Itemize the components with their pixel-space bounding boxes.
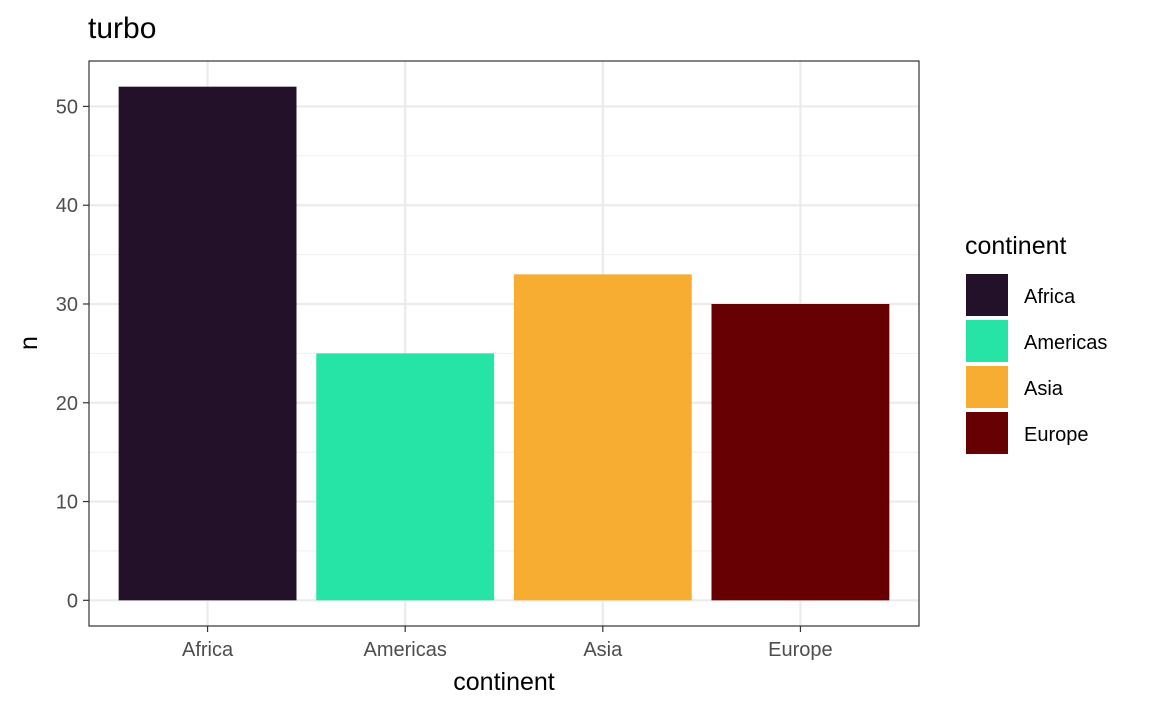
legend-key-americas bbox=[966, 320, 1008, 362]
x-tick-label: Africa bbox=[182, 639, 234, 661]
legend-title: continent bbox=[965, 232, 1067, 260]
x-axis-title: continent bbox=[453, 668, 555, 696]
legend-items: Africa Americas Asia Europe bbox=[966, 274, 1107, 454]
legend-label: Americas bbox=[1024, 332, 1107, 354]
y-tick-label: 0 bbox=[67, 590, 78, 612]
y-tick-label: 10 bbox=[56, 492, 78, 514]
bar-americas bbox=[316, 353, 495, 601]
legend-key-asia bbox=[966, 366, 1008, 408]
x-axis: Africa Americas Asia Europe bbox=[182, 626, 833, 661]
x-tick-label: Asia bbox=[583, 639, 623, 661]
y-tick-label: 20 bbox=[56, 393, 78, 415]
y-tick-label: 30 bbox=[56, 294, 78, 316]
x-tick-label: Americas bbox=[364, 639, 447, 661]
y-axis-title: n bbox=[15, 336, 43, 350]
legend-label: Europe bbox=[1024, 424, 1089, 446]
legend-label: Asia bbox=[1024, 378, 1064, 400]
x-tick-label: Europe bbox=[768, 639, 833, 661]
y-axis: 0 10 20 30 40 50 bbox=[56, 96, 89, 612]
legend-key-africa bbox=[966, 274, 1008, 316]
legend: continent Africa Americas Asia Europe bbox=[965, 232, 1107, 454]
bar-europe bbox=[711, 303, 890, 601]
bar-africa bbox=[118, 86, 297, 601]
y-tick-label: 50 bbox=[56, 96, 78, 118]
panel-border bbox=[88, 60, 920, 627]
legend-key-europe bbox=[966, 412, 1008, 454]
chart-title: turbo bbox=[88, 12, 156, 45]
bars bbox=[118, 86, 890, 601]
bar-asia bbox=[513, 274, 692, 601]
y-tick-label: 40 bbox=[56, 195, 78, 217]
legend-label: Africa bbox=[1024, 286, 1076, 308]
plot-panel bbox=[88, 60, 920, 627]
